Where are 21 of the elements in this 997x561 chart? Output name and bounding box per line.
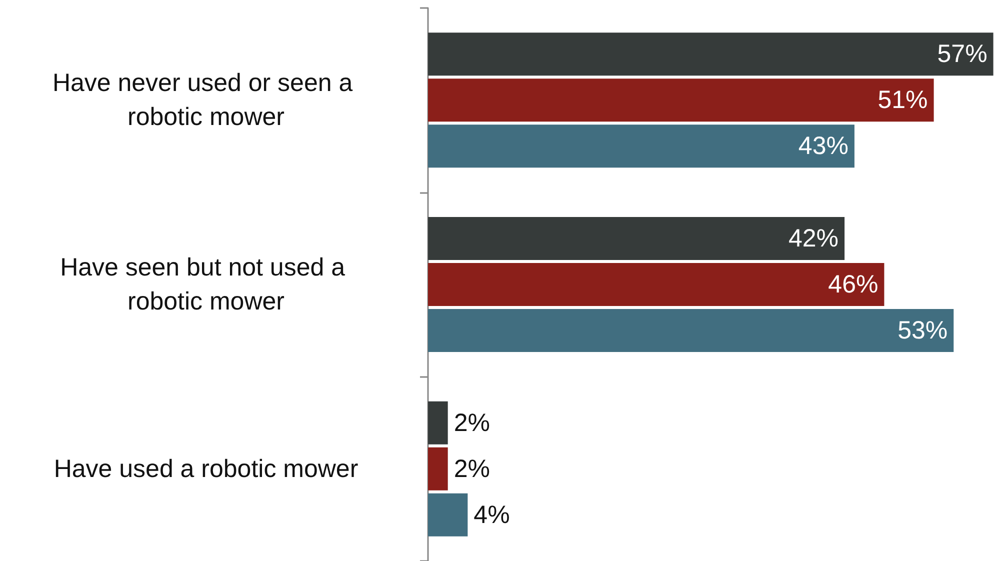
bar — [428, 124, 854, 168]
bar — [428, 216, 845, 260]
y-tick-label: Have used a robotic mower — [54, 454, 358, 483]
data-label: 2% — [454, 408, 490, 437]
bar — [428, 493, 468, 536]
y-tick-label: Have seen but not used a robotic mower — [60, 254, 352, 316]
bar — [428, 447, 448, 490]
bar — [428, 32, 994, 76]
y-tick-label: Have never used or seen a robotic mower — [52, 69, 360, 132]
data-label: 2% — [454, 454, 490, 483]
data-label: 42% — [788, 224, 839, 252]
bar — [428, 401, 448, 444]
bar — [428, 263, 884, 306]
bar — [428, 309, 954, 352]
data-label: 57% — [937, 40, 988, 68]
data-label: 46% — [828, 270, 878, 298]
data-label: 43% — [798, 132, 848, 160]
data-label: 4% — [474, 500, 510, 529]
data-label: 53% — [898, 316, 948, 345]
bar — [428, 78, 934, 122]
data-label: 51% — [878, 86, 928, 114]
